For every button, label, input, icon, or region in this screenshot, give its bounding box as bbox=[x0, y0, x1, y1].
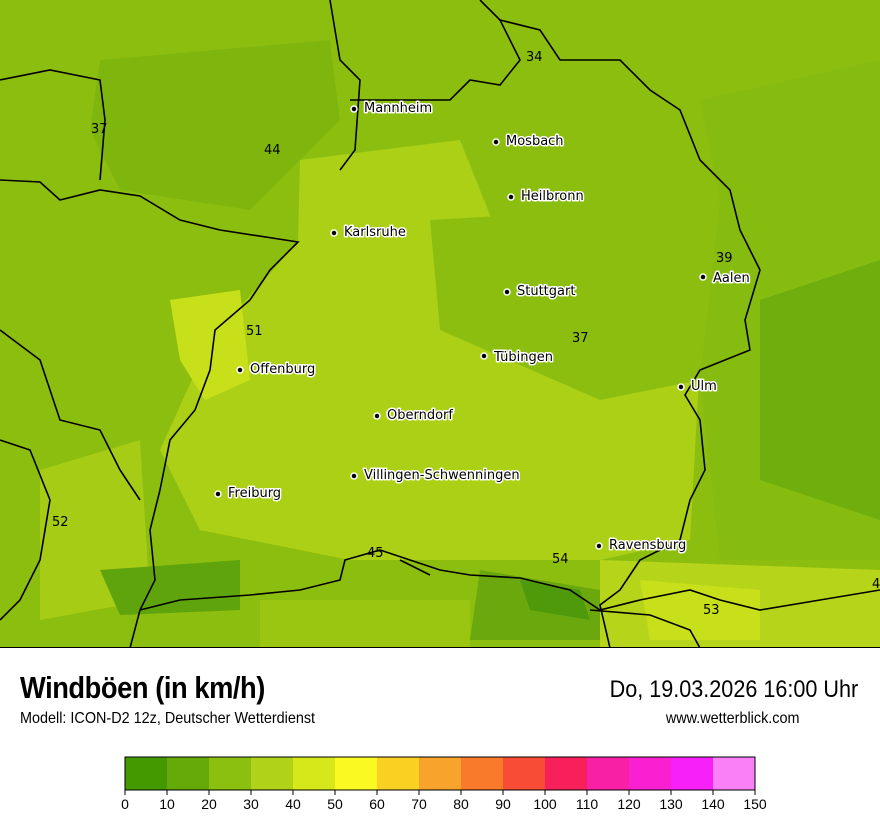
value-label: 39 bbox=[716, 251, 733, 266]
city-ulm[interactable]: Ulm bbox=[677, 378, 718, 396]
legend-tick-label: 110 bbox=[576, 796, 599, 812]
city-karlsruhe[interactable]: Karlsruhe bbox=[330, 224, 407, 242]
lake-border bbox=[399, 559, 701, 648]
legend-swatch bbox=[461, 757, 503, 790]
legend-swatch bbox=[209, 757, 251, 790]
svg-text:Offenburg: Offenburg bbox=[250, 362, 315, 377]
legend-swatch bbox=[251, 757, 293, 790]
value-label: 54 bbox=[552, 552, 569, 567]
legend-swatch bbox=[125, 757, 167, 790]
value-label: 37 bbox=[572, 331, 589, 346]
value-label: 51 bbox=[246, 324, 263, 339]
value-label: 53 bbox=[703, 603, 720, 618]
legend-swatch bbox=[503, 757, 545, 790]
state-border-east bbox=[499, 19, 761, 648]
svg-text:Stuttgart: Stuttgart bbox=[517, 284, 575, 299]
legend-swatch bbox=[419, 757, 461, 790]
value-label: 4 bbox=[872, 577, 880, 592]
legend-tick-label: 70 bbox=[411, 796, 427, 812]
svg-text:Oberndorf: Oberndorf bbox=[387, 408, 453, 423]
city-markers: Mannheim Mosbach Heilbronn Karlsruhe Aal… bbox=[214, 100, 751, 555]
legend-swatch bbox=[671, 757, 713, 790]
value-label: 44 bbox=[264, 143, 281, 158]
model-source: Modell: ICON-D2 12z, Deutscher Wetterdie… bbox=[20, 710, 316, 727]
forecast-datetime: Do, 19.03.2026 16:00 Uhr bbox=[609, 676, 858, 703]
value-label: 37 bbox=[91, 122, 108, 137]
city-tuebingen[interactable]: Tübingen bbox=[480, 349, 555, 367]
svg-text:Mannheim: Mannheim bbox=[364, 101, 432, 116]
legend-tick-label: 90 bbox=[495, 796, 511, 812]
svg-text:Ravensburg: Ravensburg bbox=[609, 538, 686, 553]
city-mannheim[interactable]: Mannheim bbox=[350, 100, 434, 118]
city-freiburg[interactable]: Freiburg bbox=[214, 485, 283, 503]
value-label: 45 bbox=[367, 546, 384, 561]
legend-tick-label: 130 bbox=[659, 796, 683, 812]
legend-tick-label: 10 bbox=[159, 796, 175, 812]
city-ravensburg[interactable]: Ravensburg bbox=[595, 537, 688, 555]
value-label: 34 bbox=[526, 50, 543, 65]
legend-swatch bbox=[629, 757, 671, 790]
city-aalen[interactable]: Aalen bbox=[699, 270, 751, 288]
legend-swatch bbox=[335, 757, 377, 790]
border-west bbox=[0, 329, 141, 621]
city-villingen-schwenningen[interactable]: Villingen-Schwenningen bbox=[350, 467, 521, 485]
legend-tick-label: 120 bbox=[617, 796, 641, 812]
city-oberndorf[interactable]: Oberndorf bbox=[373, 407, 455, 425]
svg-text:Karlsruhe: Karlsruhe bbox=[344, 225, 406, 240]
wind-gust-map: Mannheim Mosbach Heilbronn Karlsruhe Aal… bbox=[0, 0, 880, 648]
legend-swatch bbox=[587, 757, 629, 790]
svg-text:Aalen: Aalen bbox=[713, 271, 750, 286]
legend-swatch bbox=[293, 757, 335, 790]
legend-tick-label: 0 bbox=[121, 796, 129, 812]
svg-text:Tübingen: Tübingen bbox=[493, 350, 553, 365]
legend-tick-label: 40 bbox=[285, 796, 301, 812]
value-labels: 34 37 44 39 51 37 52 45 54 53 4 bbox=[52, 50, 880, 618]
value-label: 52 bbox=[52, 515, 69, 530]
website-link[interactable]: www.wetterblick.com bbox=[665, 710, 799, 727]
svg-text:Ulm: Ulm bbox=[691, 379, 717, 394]
legend-swatch bbox=[545, 757, 587, 790]
legend-tick-label: 20 bbox=[201, 796, 217, 812]
svg-text:Mosbach: Mosbach bbox=[506, 134, 564, 149]
legend-swatch bbox=[377, 757, 419, 790]
legend-tick-label: 50 bbox=[327, 796, 343, 812]
legend-tick-label: 150 bbox=[743, 796, 767, 812]
legend-tick-label: 100 bbox=[533, 796, 557, 812]
city-offenburg[interactable]: Offenburg bbox=[236, 361, 317, 379]
city-heilbronn[interactable]: Heilbronn bbox=[507, 188, 585, 206]
city-stuttgart[interactable]: Stuttgart bbox=[503, 283, 577, 301]
legend-swatch bbox=[167, 757, 209, 790]
country-border-south bbox=[139, 549, 880, 611]
state-border-rhine bbox=[0, 179, 300, 648]
borders bbox=[0, 0, 880, 648]
legend-tick-label: 80 bbox=[453, 796, 469, 812]
legend-swatch bbox=[713, 757, 755, 790]
gust-field bbox=[40, 40, 880, 648]
legend-tick-label: 140 bbox=[701, 796, 725, 812]
svg-text:Villingen-Schwenningen: Villingen-Schwenningen bbox=[364, 468, 520, 483]
svg-text:Heilbronn: Heilbronn bbox=[521, 189, 584, 204]
color-legend: 0 10 20 30 40 50 60 70 80 90 100 110 120 130 140 150 bbox=[121, 756, 767, 812]
city-mosbach[interactable]: Mosbach bbox=[492, 133, 565, 151]
legend-tick-label: 60 bbox=[369, 796, 385, 812]
map-title: Windböen (in km/h) bbox=[20, 670, 265, 705]
svg-text:Freiburg: Freiburg bbox=[228, 486, 281, 501]
legend-tick-label: 30 bbox=[243, 796, 259, 812]
